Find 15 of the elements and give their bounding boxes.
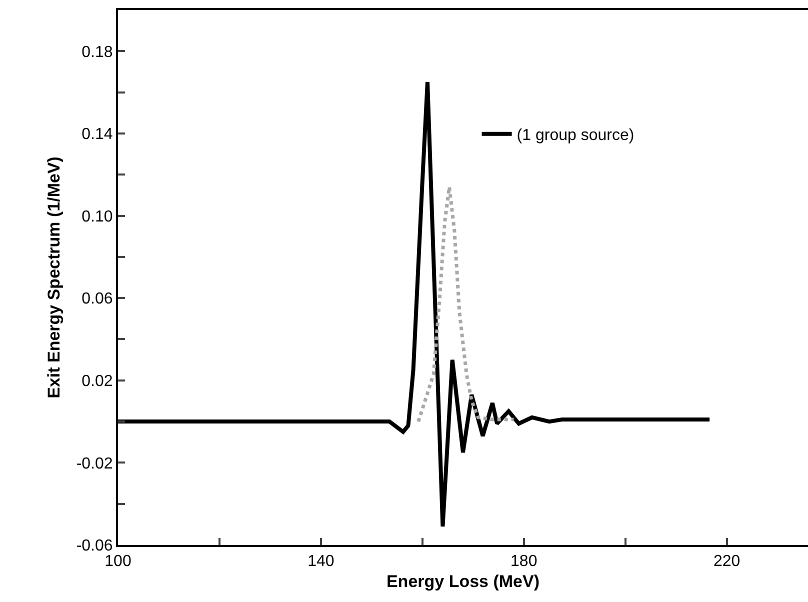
x-tick-label: 220: [713, 553, 740, 570]
y-tick-label: 0.06: [82, 290, 113, 308]
y-tick-label: 0.18: [82, 44, 113, 61]
y-tick-label: -0.02: [76, 455, 113, 472]
x-tick-label: 100: [104, 553, 132, 570]
y-tick-label: 0.10: [82, 208, 113, 226]
x-tick-label: 180: [510, 553, 538, 570]
legend-label: (1 group source): [516, 127, 634, 144]
line-series: [416, 185, 516, 424]
y-axis-title: Exit Energy Spectrum (1/MeV): [44, 156, 64, 398]
y-tick-label: 0.14: [82, 126, 113, 144]
x-tick-label: 140: [308, 553, 334, 570]
y-tick-label: 0.02: [82, 372, 113, 390]
x-axis-title: Energy Loss (MeV): [386, 572, 540, 592]
y-tick-label: -0.06: [76, 538, 113, 555]
